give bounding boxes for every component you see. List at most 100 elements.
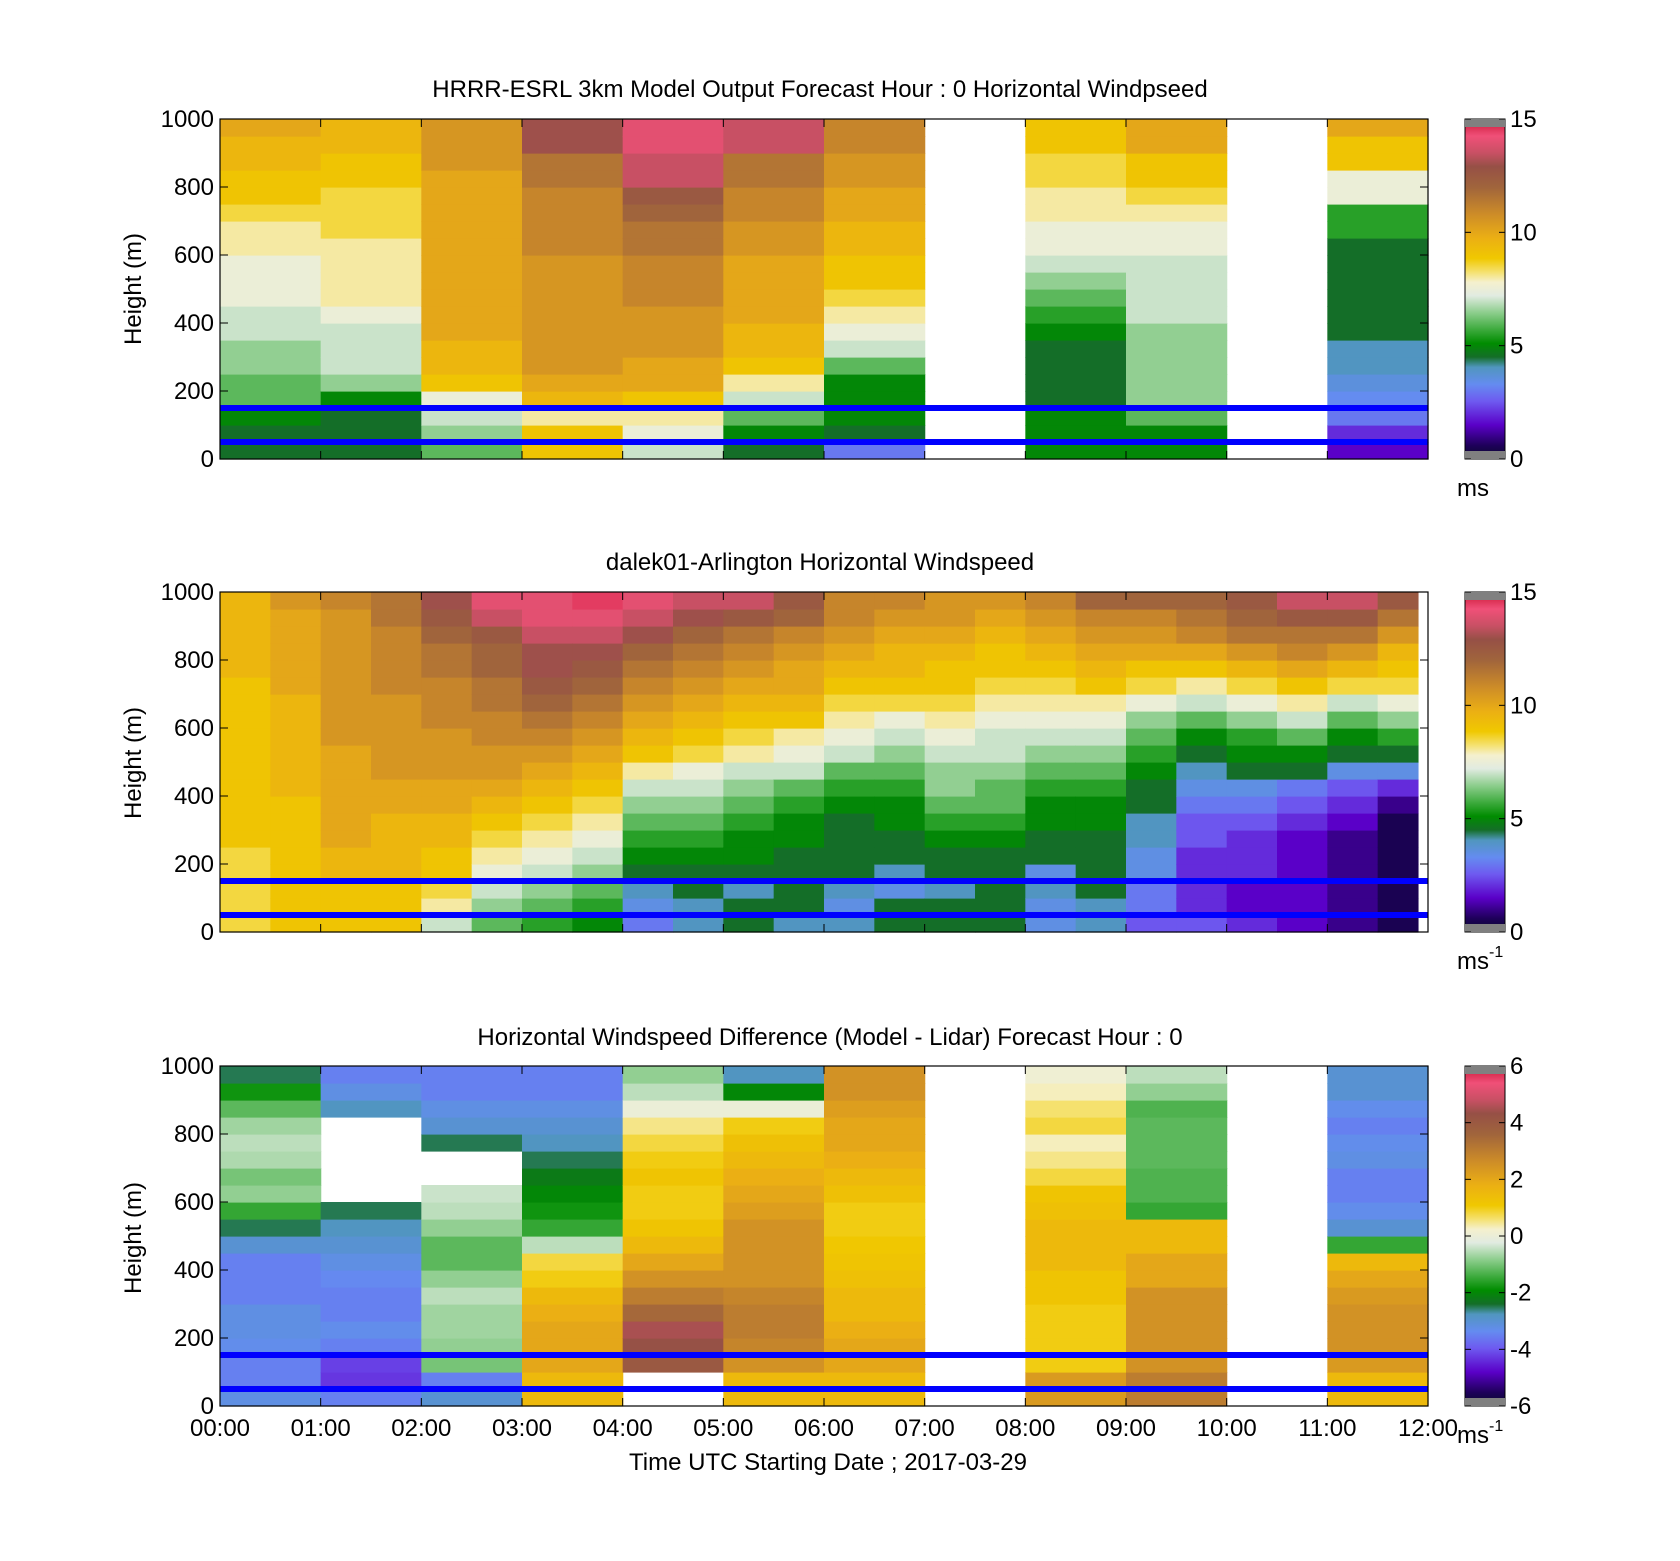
y-axis-label: Height (m) bbox=[120, 233, 147, 345]
heatmap-cell bbox=[723, 136, 825, 154]
heatmap-cell bbox=[572, 762, 624, 780]
heatmap-cell bbox=[572, 643, 624, 661]
heatmap-cell bbox=[723, 626, 775, 644]
heatmap-cell bbox=[1277, 711, 1328, 729]
heatmap-cell bbox=[1075, 762, 1127, 780]
heatmap-cell bbox=[874, 762, 926, 780]
heatmap-cell bbox=[421, 323, 523, 341]
heatmap-cell bbox=[220, 1202, 322, 1220]
heatmap-cell bbox=[824, 306, 926, 324]
heatmap-cell bbox=[421, 1117, 523, 1135]
heatmap-cell bbox=[622, 1304, 724, 1322]
heatmap-cell bbox=[320, 898, 372, 916]
heatmap-cell bbox=[1126, 728, 1177, 746]
heatmap-cell bbox=[824, 847, 875, 865]
heatmap-cell bbox=[1327, 1117, 1429, 1135]
heatmap-cell bbox=[220, 255, 322, 273]
heatmap-cell bbox=[1327, 119, 1429, 137]
heatmap-cell bbox=[320, 660, 372, 678]
heatmap-cell bbox=[1075, 643, 1127, 661]
heatmap-cell bbox=[522, 255, 624, 273]
heatmap-cell bbox=[1126, 711, 1177, 729]
heatmap-cell bbox=[220, 1304, 322, 1322]
heatmap-cell bbox=[874, 677, 926, 695]
heatmap-cell bbox=[421, 1066, 523, 1084]
heatmap-cell bbox=[220, 1338, 322, 1356]
heatmap-cell bbox=[421, 153, 523, 171]
heatmap-cell bbox=[1126, 425, 1228, 443]
heatmap-cell bbox=[220, 1372, 322, 1390]
heatmap-cell bbox=[622, 1066, 724, 1084]
heatmap-cell bbox=[471, 762, 523, 780]
heatmap-cell bbox=[1226, 626, 1278, 644]
heatmap-cell bbox=[371, 881, 422, 899]
heatmap-cell bbox=[421, 340, 523, 358]
heatmap-cell bbox=[1025, 1389, 1127, 1407]
heatmap-cell bbox=[1025, 238, 1127, 256]
heatmap-cell bbox=[1377, 762, 1419, 780]
heatmap-cell bbox=[320, 592, 372, 610]
colorbar-over-cap bbox=[1465, 119, 1505, 127]
heatmap-cell bbox=[522, 592, 573, 610]
heatmap-cell bbox=[824, 660, 875, 678]
heatmap-cell bbox=[421, 1304, 523, 1322]
heatmap-cell bbox=[471, 881, 523, 899]
heatmap-cell bbox=[622, 1219, 724, 1237]
x-tick-label: 01:00 bbox=[291, 1415, 351, 1442]
heatmap-cell bbox=[1277, 796, 1328, 814]
heatmap-cell bbox=[1327, 1168, 1429, 1186]
heatmap-cell bbox=[1377, 847, 1419, 865]
heatmap-cell bbox=[1025, 136, 1127, 154]
heatmap-cell bbox=[1126, 1066, 1228, 1084]
heatmap-cell bbox=[371, 694, 422, 712]
heatmap-cell bbox=[1025, 711, 1077, 729]
heatmap-cell bbox=[824, 153, 926, 171]
heatmap-cell bbox=[421, 391, 523, 409]
heatmap-cell bbox=[1025, 1287, 1127, 1305]
heatmap-cell bbox=[1025, 425, 1127, 443]
colorbar-over-cap bbox=[1465, 1066, 1505, 1074]
heatmap-cell bbox=[723, 170, 825, 188]
heatmap-cell bbox=[522, 442, 624, 460]
heatmap-cell bbox=[773, 796, 825, 814]
heatmap-cell bbox=[622, 762, 674, 780]
x-tick-label: 08:00 bbox=[995, 1415, 1055, 1442]
heatmap-cell bbox=[220, 762, 271, 780]
heatmap-cell bbox=[673, 779, 724, 797]
heatmap-cell bbox=[320, 204, 422, 222]
heatmap-cell bbox=[220, 187, 322, 205]
heatmap-cell bbox=[924, 660, 976, 678]
heatmap-cell bbox=[220, 728, 271, 746]
heatmap-cell bbox=[874, 881, 926, 899]
heatmap-cell bbox=[471, 592, 523, 610]
heatmap-cell bbox=[824, 1117, 926, 1135]
heatmap-cell bbox=[622, 153, 724, 171]
colorbar-tick-label: 0 bbox=[1510, 919, 1523, 946]
heatmap-cell bbox=[824, 1066, 926, 1084]
heatmap-cell bbox=[975, 745, 1026, 763]
heatmap-cell bbox=[220, 813, 271, 831]
heatmap-cell bbox=[673, 745, 724, 763]
heatmap-cell bbox=[522, 1321, 624, 1339]
heatmap-cell bbox=[824, 915, 875, 933]
heatmap-cell bbox=[1176, 694, 1228, 712]
heatmap-cell bbox=[421, 779, 473, 797]
heatmap-cell bbox=[1327, 1389, 1429, 1407]
heatmap-cell bbox=[421, 408, 523, 426]
heatmap-cell bbox=[220, 391, 322, 409]
heatmap-cell bbox=[975, 592, 1026, 610]
heatmap-cell bbox=[1377, 830, 1419, 848]
colorbar-tick-label: 15 bbox=[1510, 579, 1537, 606]
heatmap-cell bbox=[1025, 762, 1077, 780]
heatmap-cell bbox=[1176, 762, 1228, 780]
heatmap-cell bbox=[1327, 1083, 1429, 1101]
heatmap-cell bbox=[1327, 340, 1429, 358]
heatmap-cell bbox=[522, 1168, 624, 1186]
colorbar: 0 5 10 15 ms-1 bbox=[1457, 579, 1537, 975]
heatmap-cell bbox=[220, 745, 271, 763]
heatmap-cell bbox=[1126, 238, 1228, 256]
heatmap-cell bbox=[1377, 779, 1419, 797]
heatmap-cell bbox=[924, 813, 976, 831]
heatmap-cell bbox=[622, 1117, 724, 1135]
reference-lines bbox=[220, 878, 1428, 918]
